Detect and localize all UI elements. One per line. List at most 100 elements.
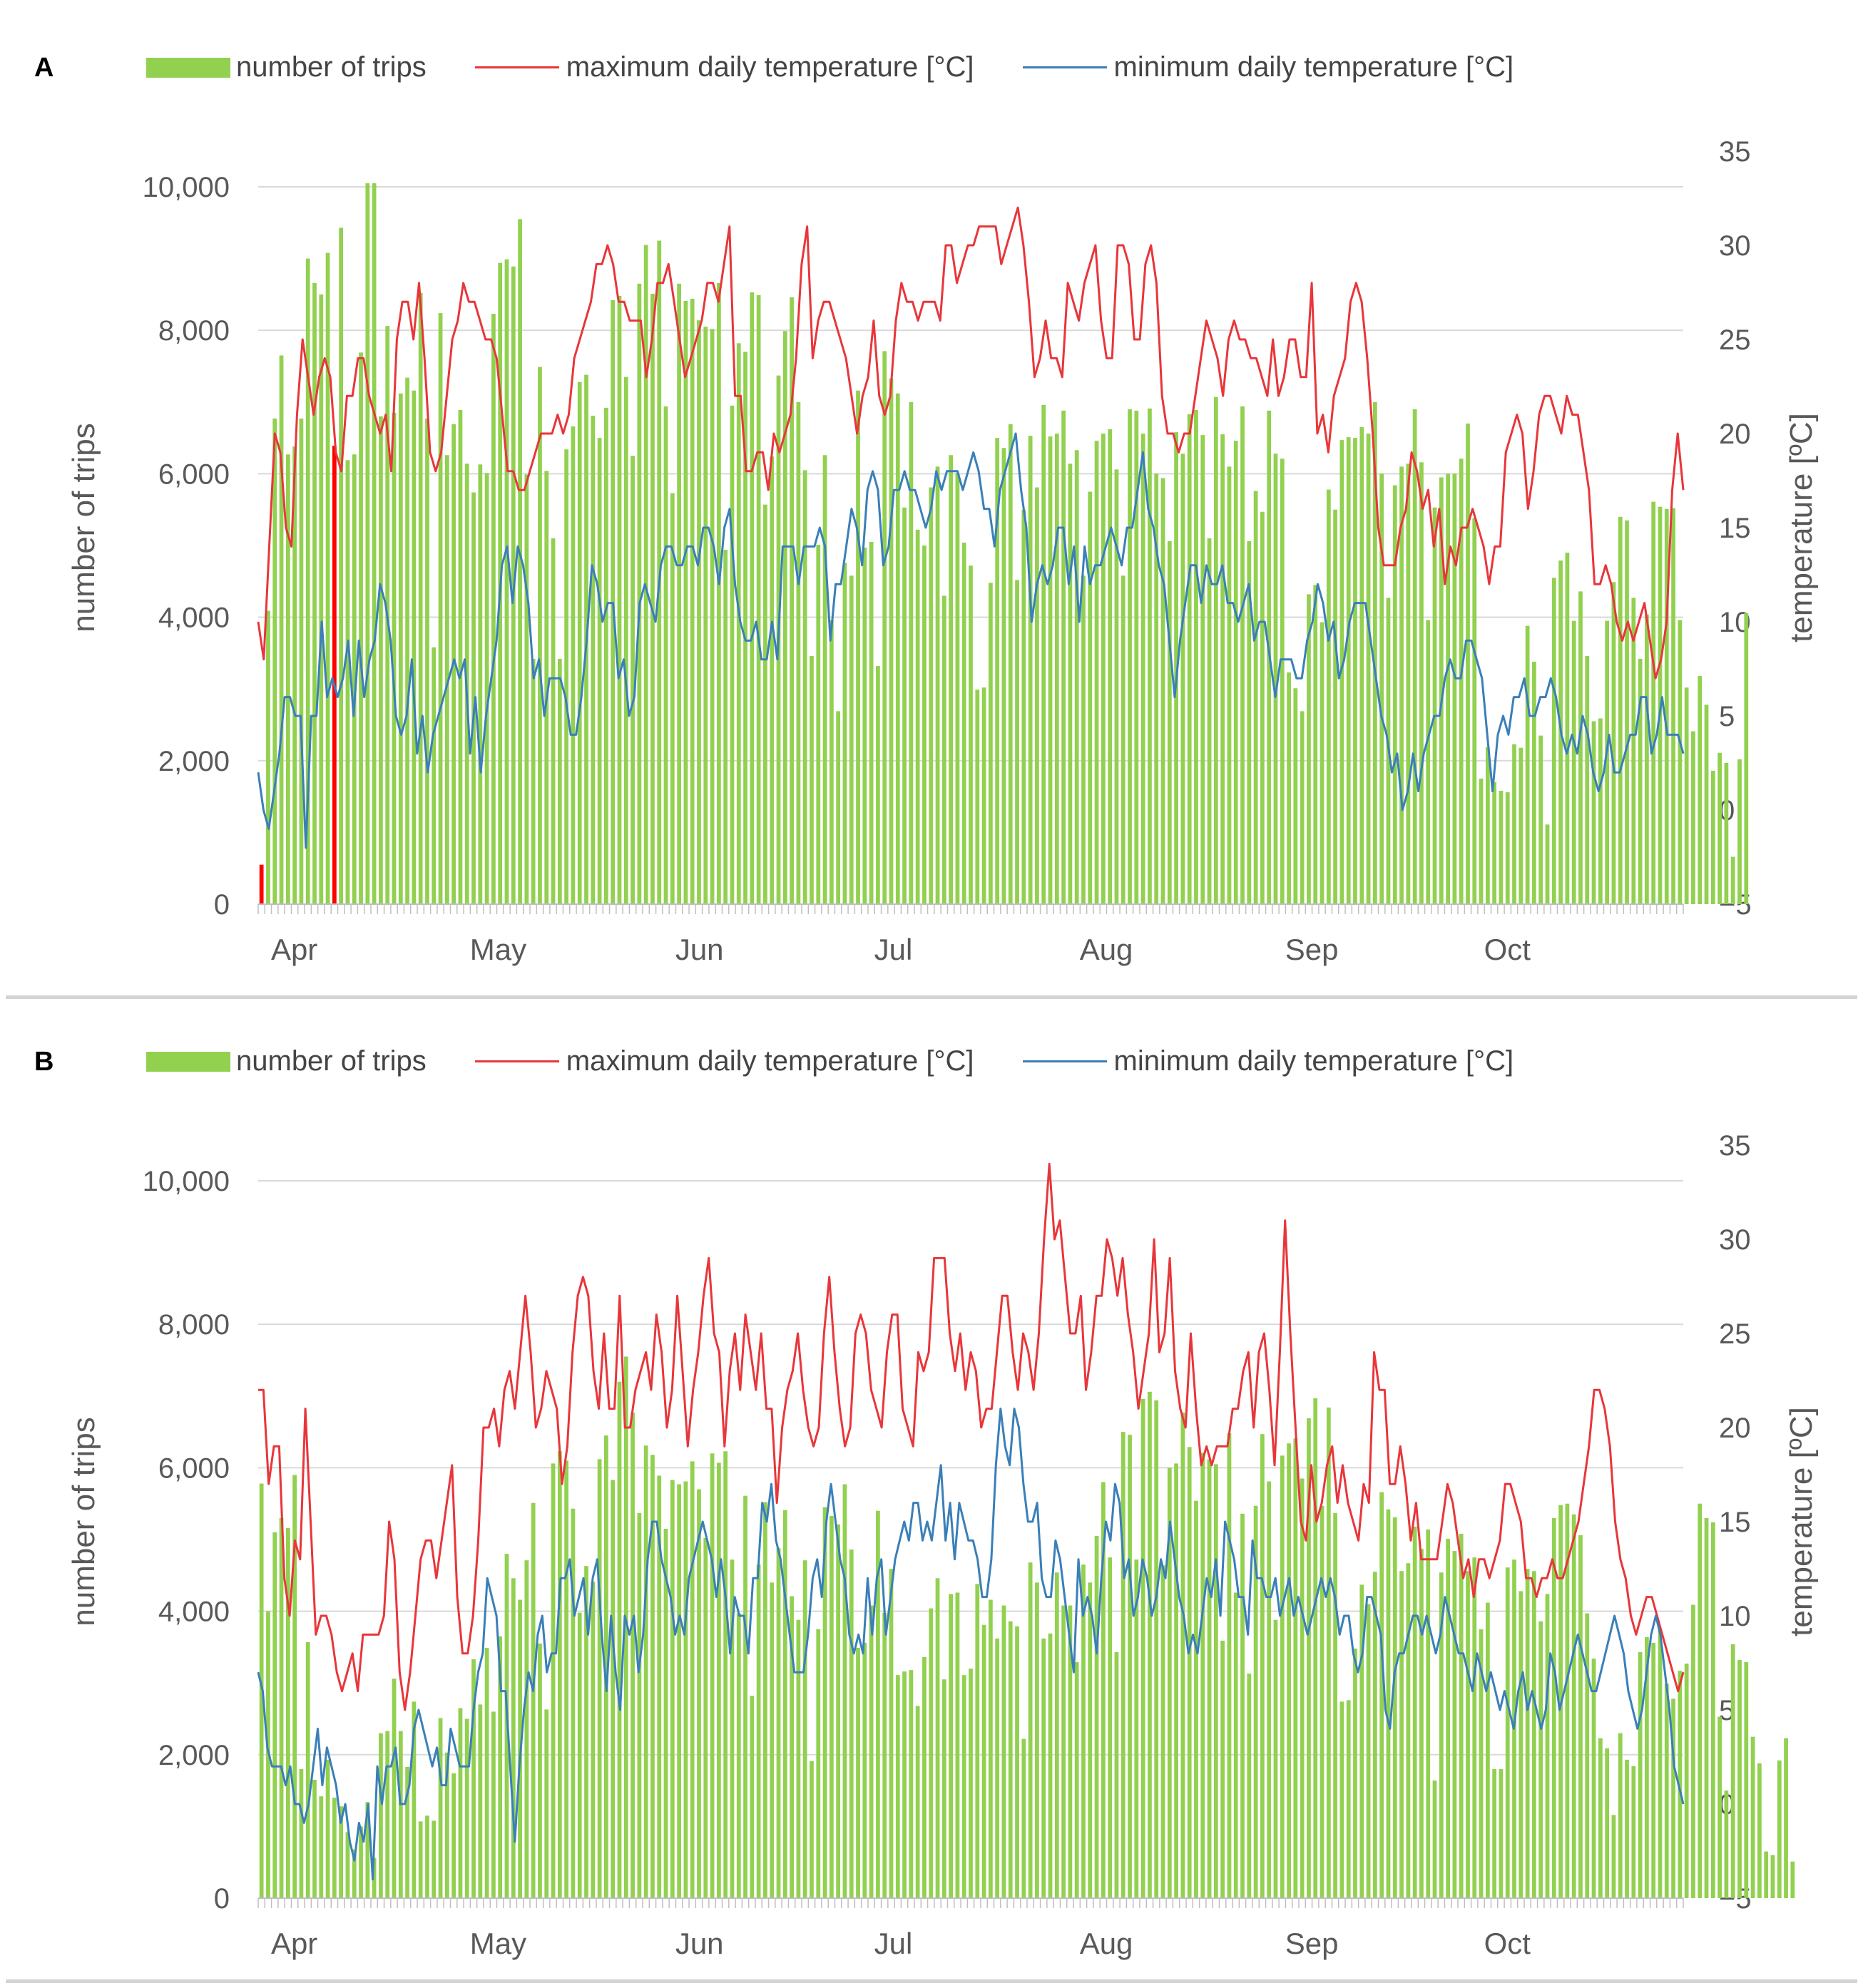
trips-bar — [842, 1484, 847, 1898]
trips-bar — [524, 1560, 529, 1898]
month-label: Jul — [874, 933, 913, 966]
trips-bar — [1790, 1861, 1795, 1898]
trips-bar — [1273, 454, 1278, 904]
trips-bar — [444, 455, 449, 904]
trips-bar — [623, 376, 628, 904]
trips-bar — [544, 471, 549, 904]
trips-bar — [458, 1708, 463, 1898]
trips-bar — [1492, 782, 1497, 904]
trips-bar — [623, 1356, 628, 1898]
trips-bar — [869, 1605, 874, 1898]
trips-bar — [929, 1608, 934, 1898]
trips-bar — [743, 352, 747, 904]
trips-bar — [1134, 410, 1139, 904]
trips-bar — [325, 1759, 330, 1898]
trips-bar — [1220, 1640, 1225, 1898]
trips-bar — [1651, 501, 1656, 904]
y-right-axis-title: temperature [ºC] — [1784, 413, 1819, 642]
trips-bar — [557, 1451, 562, 1898]
trips-bar — [1140, 434, 1145, 904]
trips-bar — [438, 1718, 443, 1898]
trips-bar — [1459, 458, 1464, 904]
trips-bar — [869, 541, 874, 904]
trips-bar — [1591, 1659, 1596, 1898]
trips-bar — [1008, 1621, 1013, 1898]
trips-bar — [518, 219, 522, 904]
trips-bar — [1571, 1514, 1576, 1898]
y-right-tick-label: 35 — [1719, 136, 1751, 168]
trips-bar — [352, 454, 357, 904]
trips-bar — [292, 1475, 297, 1898]
trips-bar — [1207, 538, 1212, 904]
trips-bar — [1114, 1651, 1119, 1898]
trips-bar — [941, 595, 946, 904]
trips-bar — [1054, 434, 1059, 904]
trips-bar — [736, 1613, 741, 1898]
trips-bar — [345, 1832, 350, 1898]
trips-bar — [1784, 1738, 1788, 1898]
trips-bar — [365, 1802, 370, 1898]
trips-bar — [504, 259, 509, 904]
legend-item-min-temp: minimum daily temperature [°C] — [1022, 51, 1514, 83]
y-right-tick-label: 5 — [1719, 701, 1735, 732]
trips-bar — [1167, 1467, 1172, 1898]
trips-bar — [1551, 578, 1556, 904]
trips-bar — [1247, 1674, 1252, 1898]
trips-bar — [1452, 1551, 1457, 1898]
trips-bar — [425, 1815, 429, 1898]
trips-bar — [418, 1821, 423, 1898]
trips-bar — [1645, 614, 1649, 904]
trips-bar — [650, 293, 655, 904]
trips-bar — [969, 1669, 973, 1898]
trips-bar — [975, 690, 980, 904]
legend: number of trips maximum daily temperatur… — [146, 51, 1562, 83]
trips-bar — [1519, 747, 1523, 904]
trips-bar — [1253, 1505, 1258, 1898]
trips-bar — [1187, 414, 1192, 904]
trips-bar — [1598, 1738, 1603, 1898]
trips-bar — [1021, 509, 1026, 904]
y-right-tick-label: 30 — [1719, 1224, 1751, 1256]
trips-bar — [935, 1578, 940, 1898]
trips-bar — [272, 418, 277, 904]
trips-bar — [677, 1484, 681, 1898]
trips-bar — [259, 1483, 264, 1898]
trips-bar — [1479, 778, 1484, 904]
trips-bar — [1307, 1418, 1311, 1898]
trips-bar — [697, 320, 701, 904]
trips-bar — [1128, 1435, 1132, 1898]
month-label: Aug — [1080, 1927, 1133, 1960]
trips-bar — [1359, 427, 1364, 904]
month-label: May — [470, 933, 526, 966]
trips-bar — [1320, 622, 1324, 904]
trips-bar — [1412, 409, 1417, 904]
trips-bar — [782, 331, 787, 904]
trips-bar — [1678, 1671, 1683, 1898]
trips-bar — [1459, 1533, 1464, 1898]
trips-bar — [339, 1806, 344, 1898]
trips-bar — [862, 1642, 867, 1898]
trips-bar — [1280, 458, 1285, 904]
trips-bar — [643, 245, 648, 904]
trips-bar — [723, 550, 728, 904]
trips-bar — [895, 393, 900, 904]
trips-bar — [1346, 1700, 1351, 1898]
trips-bar — [1770, 1855, 1775, 1898]
legend-label-trips: number of trips — [236, 1045, 427, 1077]
trips-bar — [723, 1451, 728, 1898]
trips-bar — [591, 1582, 596, 1898]
trips-bar — [1764, 1851, 1769, 1898]
trips-bar — [1757, 1763, 1762, 1898]
trips-bar — [1339, 1701, 1344, 1898]
trips-bar — [392, 412, 397, 904]
trips-bar — [1472, 518, 1477, 904]
trips-bar — [1240, 1513, 1245, 1898]
trips-bar — [617, 1381, 622, 1898]
trips-bar — [790, 1596, 794, 1898]
trips-bar — [750, 292, 755, 904]
trips-bar — [822, 455, 827, 904]
trips-bar — [922, 1657, 927, 1898]
trips-bar — [365, 183, 370, 904]
trips-bar — [345, 460, 350, 904]
trips-bar — [1260, 1434, 1265, 1898]
